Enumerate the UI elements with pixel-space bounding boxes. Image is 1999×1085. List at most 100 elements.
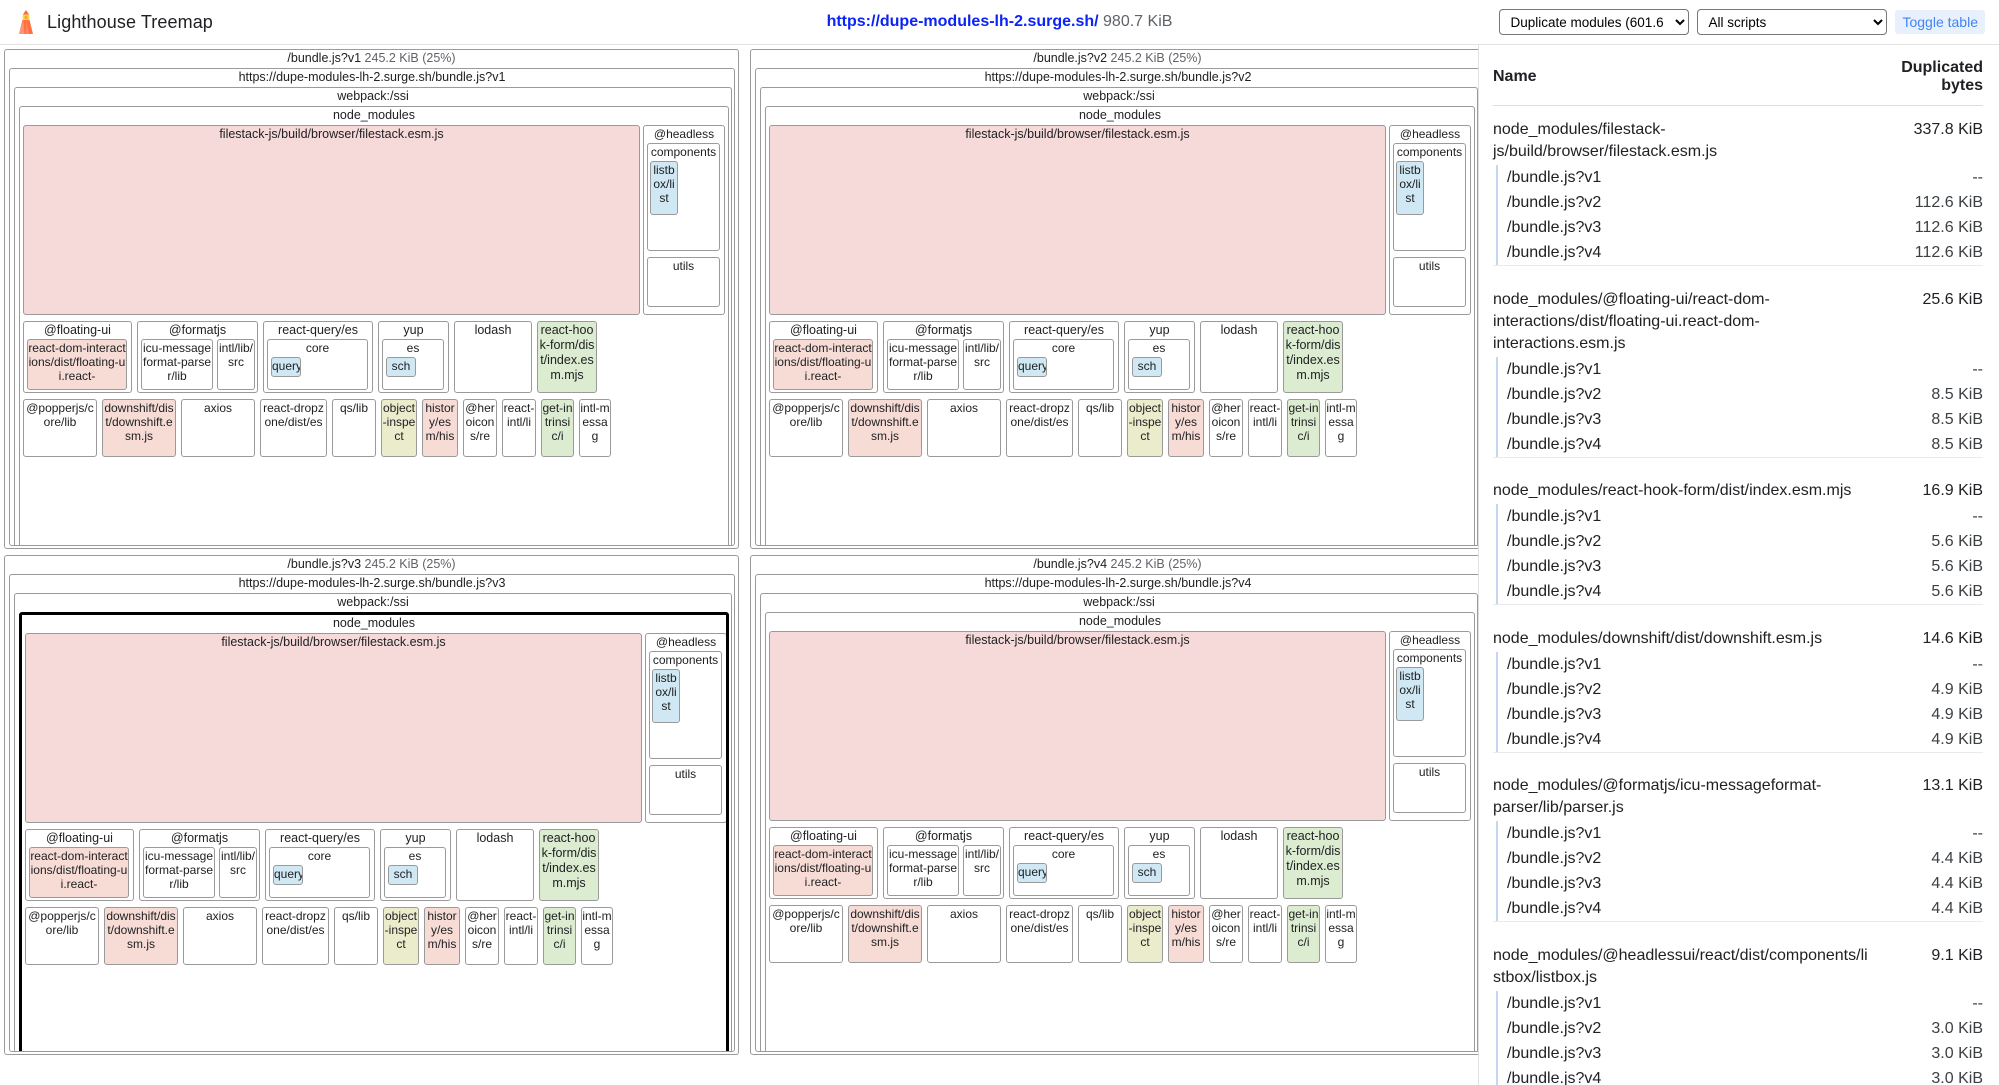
treemap-node-downshift[interactable]: downshift/dist/downshift.esm.js — [102, 399, 176, 457]
treemap-node-intl-messageformat[interactable]: intl-messag — [581, 907, 613, 965]
treemap-node-filestack-esm[interactable]: filestack-js/build/browser/filestack.esm… — [769, 631, 1386, 821]
treemap-node-qs-lib[interactable]: qs/lib — [1078, 905, 1122, 963]
treemap-node-modules-v3[interactable]: node_modules filestack-js/build/browser/f… — [19, 612, 729, 1051]
treemap-node-get-intrinsic[interactable]: get-intrinsic/i — [541, 399, 574, 457]
table-row[interactable]: /bundle.js?v3 8.5 KiB — [1493, 406, 1983, 432]
treemap-node-qs-lib[interactable]: qs/lib — [1078, 399, 1122, 457]
table-row[interactable]: /bundle.js?v2 4.9 KiB — [1493, 676, 1983, 702]
treemap-node-modules-v4[interactable]: node_modules filestack-js/build/browser/f… — [765, 612, 1475, 1051]
table-row[interactable]: /bundle.js?v1 -- — [1493, 165, 1983, 190]
treemap-node-floating-ui[interactable]: @floating-ui react-dom-interactions/dist/… — [769, 827, 878, 899]
treemap-node-yup-sub[interactable]: sch — [1132, 863, 1162, 883]
table-group-row[interactable]: node_modules/downshift/dist/downshift.es… — [1493, 615, 1983, 652]
treemap-node-history[interactable]: history/esm/his — [422, 399, 458, 457]
table-row[interactable]: /bundle.js?v4 112.6 KiB — [1493, 240, 1983, 266]
table-row[interactable]: /bundle.js?v4 5.6 KiB — [1493, 579, 1983, 605]
treemap-origin-v3[interactable]: https://dupe-modules-lh-2.surge.sh/bundl… — [9, 574, 735, 1052]
treemap-node-modules-v1[interactable]: node_modules filestack-js/build/browser/f… — [19, 106, 729, 545]
treemap-node-get-intrinsic[interactable]: get-intrinsic/i — [1287, 399, 1320, 457]
treemap-node-filestack-esm[interactable]: filestack-js/build/browser/filestack.esm… — [769, 125, 1386, 315]
table-row[interactable]: /bundle.js?v3 4.4 KiB — [1493, 871, 1983, 896]
treemap-node-react-query-es-child[interactable]: core query — [267, 339, 368, 390]
treemap-node-yup-child[interactable]: es sch — [382, 339, 444, 390]
treemap-node-downshift[interactable]: downshift/dist/downshift.esm.js — [848, 905, 922, 963]
treemap-node-utils[interactable]: utils — [649, 765, 722, 815]
treemap-node-floating-ui-child[interactable]: react-dom-interactions/dist/floating-ui.… — [773, 339, 873, 390]
table-row[interactable]: /bundle.js?v3 4.9 KiB — [1493, 701, 1983, 727]
treemap-node-intl-lib-src[interactable]: intl/lib/src — [219, 847, 257, 898]
treemap-node-get-intrinsic[interactable]: get-intrinsic/i — [1287, 905, 1320, 963]
treemap-node-floating-ui-child[interactable]: react-dom-interactions/dist/floating-ui.… — [29, 847, 129, 898]
treemap-node-react-query-es[interactable]: react-query/es core query — [265, 829, 375, 901]
treemap-node-react-query-es[interactable]: react-query/es core query — [1009, 321, 1119, 393]
treemap-node-popperjs-core[interactable]: @popperjs/core/lib — [769, 399, 843, 457]
treemap-node-axios[interactable]: axios — [927, 905, 1001, 963]
treemap-node-intl-messageformat[interactable]: intl-messag — [1325, 905, 1357, 963]
treemap-node-formatjs[interactable]: @formatjs icu-messageformat-parser/lib int… — [883, 827, 1004, 899]
treemap-node-intl-lib-src[interactable]: intl/lib/src — [217, 339, 255, 390]
treemap-node-lodash[interactable]: lodash — [1200, 827, 1278, 899]
treemap-node-intl-messageformat[interactable]: intl-messag — [579, 399, 611, 457]
treemap-node-headlessui[interactable]: @headless components listbox/list utils — [1389, 125, 1471, 315]
treemap-bundle-v4[interactable]: /bundle.js?v4 245.2 KiB (25%) https://dup… — [750, 555, 1478, 1055]
treemap-node-react-hook-form[interactable]: react-hook-form/dist/index.esm.mjs — [539, 829, 599, 901]
table-row[interactable]: /bundle.js?v2 112.6 KiB — [1493, 190, 1983, 215]
treemap-node-modules-v2[interactable]: node_modules filestack-js/build/browser/f… — [765, 106, 1475, 545]
treemap-node-listbox[interactable]: listbox/list — [1396, 667, 1424, 721]
treemap-bundle-v1[interactable]: /bundle.js?v1 245.2 KiB (25%) https://dup… — [4, 49, 739, 549]
treemap-node-yup-child[interactable]: es sch — [384, 847, 446, 898]
treemap-node-listbox[interactable]: listbox/list — [652, 669, 680, 723]
treemap-panel-v4[interactable]: /bundle.js?v4 245.2 KiB (25%) https://dup… — [750, 555, 1478, 1055]
treemap-node-components[interactable]: components listbox/list — [1393, 143, 1466, 251]
treemap-node-lodash[interactable]: lodash — [454, 321, 532, 393]
table-row[interactable]: /bundle.js?v1 -- — [1493, 651, 1983, 677]
treemap-panel-v1[interactable]: /bundle.js?v1 245.2 KiB (25%) https://dup… — [4, 49, 739, 549]
treemap-node-react-query-es-child[interactable]: core query — [269, 847, 370, 898]
column-header-duplicated-bytes[interactable]: Duplicated bytes — [1878, 45, 1983, 106]
treemap-node-get-intrinsic[interactable]: get-intrinsic/i — [543, 907, 576, 965]
treemap-node-headlessui[interactable]: @headless components listbox/list utils — [643, 125, 725, 315]
scripts-filter-select[interactable]: All scripts/bundle.js?v1/bundle.js?v2/bu… — [1697, 9, 1888, 35]
table-group-row[interactable]: node_modules/filestack-js/build/browser/… — [1493, 106, 1983, 166]
duplicate-modules-select[interactable]: AllDuplicate modules (601.6 KiB)Unused J… — [1499, 9, 1690, 35]
treemap-node-react-dropzone[interactable]: react-dropzone/dist/es — [260, 399, 327, 457]
treemap-node-intl-lib-src[interactable]: intl/lib/src — [963, 845, 1001, 896]
table-row[interactable]: /bundle.js?v1 -- — [1493, 821, 1983, 846]
treemap-node-react-query-es-sub[interactable]: query — [1017, 863, 1047, 883]
treemap-origin-v2[interactable]: https://dupe-modules-lh-2.surge.sh/bundl… — [755, 68, 1478, 546]
treemap-node-formatjs[interactable]: @formatjs icu-messageformat-parser/lib int… — [137, 321, 258, 393]
treemap-bundle-v2[interactable]: /bundle.js?v2 245.2 KiB (25%) https://dup… — [750, 49, 1478, 549]
table-group-row[interactable]: node_modules/@floating-ui/react-dom-inte… — [1493, 276, 1983, 357]
treemap-node-react-query-es-sub[interactable]: query — [271, 357, 301, 377]
treemap-node-headlessui[interactable]: @headless components listbox/list utils — [1389, 631, 1471, 821]
treemap-node-components[interactable]: components listbox/list — [649, 651, 722, 759]
treemap-node-downshift[interactable]: downshift/dist/downshift.esm.js — [104, 907, 178, 965]
treemap-node-icu-parser[interactable]: icu-messageformat-parser/lib — [141, 339, 213, 390]
treemap-node-lodash[interactable]: lodash — [1200, 321, 1278, 393]
table-row[interactable]: /bundle.js?v3 5.6 KiB — [1493, 554, 1983, 579]
treemap-node-yup-child[interactable]: es sch — [1128, 339, 1190, 390]
treemap-node-object-inspect[interactable]: object-inspect — [1127, 905, 1163, 963]
table-row[interactable]: /bundle.js?v3 3.0 KiB — [1493, 1040, 1983, 1066]
treemap-node-intl-lib-src[interactable]: intl/lib/src — [963, 339, 1001, 390]
treemap-node-yup[interactable]: yup es sch — [1124, 321, 1195, 393]
treemap-node-components[interactable]: components listbox/list — [1393, 649, 1466, 757]
treemap-node-components[interactable]: components listbox/list — [647, 143, 720, 251]
treemap-webpack-v3[interactable]: webpack:/ssi node_modules filestack-js/bui… — [14, 593, 732, 1051]
table-row[interactable]: /bundle.js?v2 3.0 KiB — [1493, 1015, 1983, 1041]
treemap-node-headlessui[interactable]: @headless components listbox/list utils — [645, 633, 726, 823]
treemap-node-heroicons-react[interactable]: @heroicons/re — [465, 907, 499, 965]
treemap-node-qs-lib[interactable]: qs/lib — [334, 907, 378, 965]
treemap-node-react-dropzone[interactable]: react-dropzone/dist/es — [1006, 905, 1073, 963]
treemap-node-yup-sub[interactable]: sch — [386, 357, 416, 377]
treemap-origin-v1[interactable]: https://dupe-modules-lh-2.surge.sh/bundl… — [9, 68, 735, 546]
treemap-node-react-query-es[interactable]: react-query/es core query — [263, 321, 373, 393]
table-row[interactable]: /bundle.js?v4 8.5 KiB — [1493, 431, 1983, 458]
treemap-node-floating-ui-child[interactable]: react-dom-interactions/dist/floating-ui.… — [27, 339, 127, 390]
treemap-node-intl-messageformat[interactable]: intl-messag — [1325, 399, 1357, 457]
treemap-node-heroicons-react[interactable]: @heroicons/re — [1209, 399, 1243, 457]
treemap-node-yup-sub[interactable]: sch — [1132, 357, 1162, 377]
treemap-node-icu-parser[interactable]: icu-messageformat-parser/lib — [887, 845, 959, 896]
table-row[interactable]: /bundle.js?v2 5.6 KiB — [1493, 529, 1983, 554]
treemap-webpack-v4[interactable]: webpack:/ssi node_modules filestack-js/bui… — [760, 593, 1478, 1051]
